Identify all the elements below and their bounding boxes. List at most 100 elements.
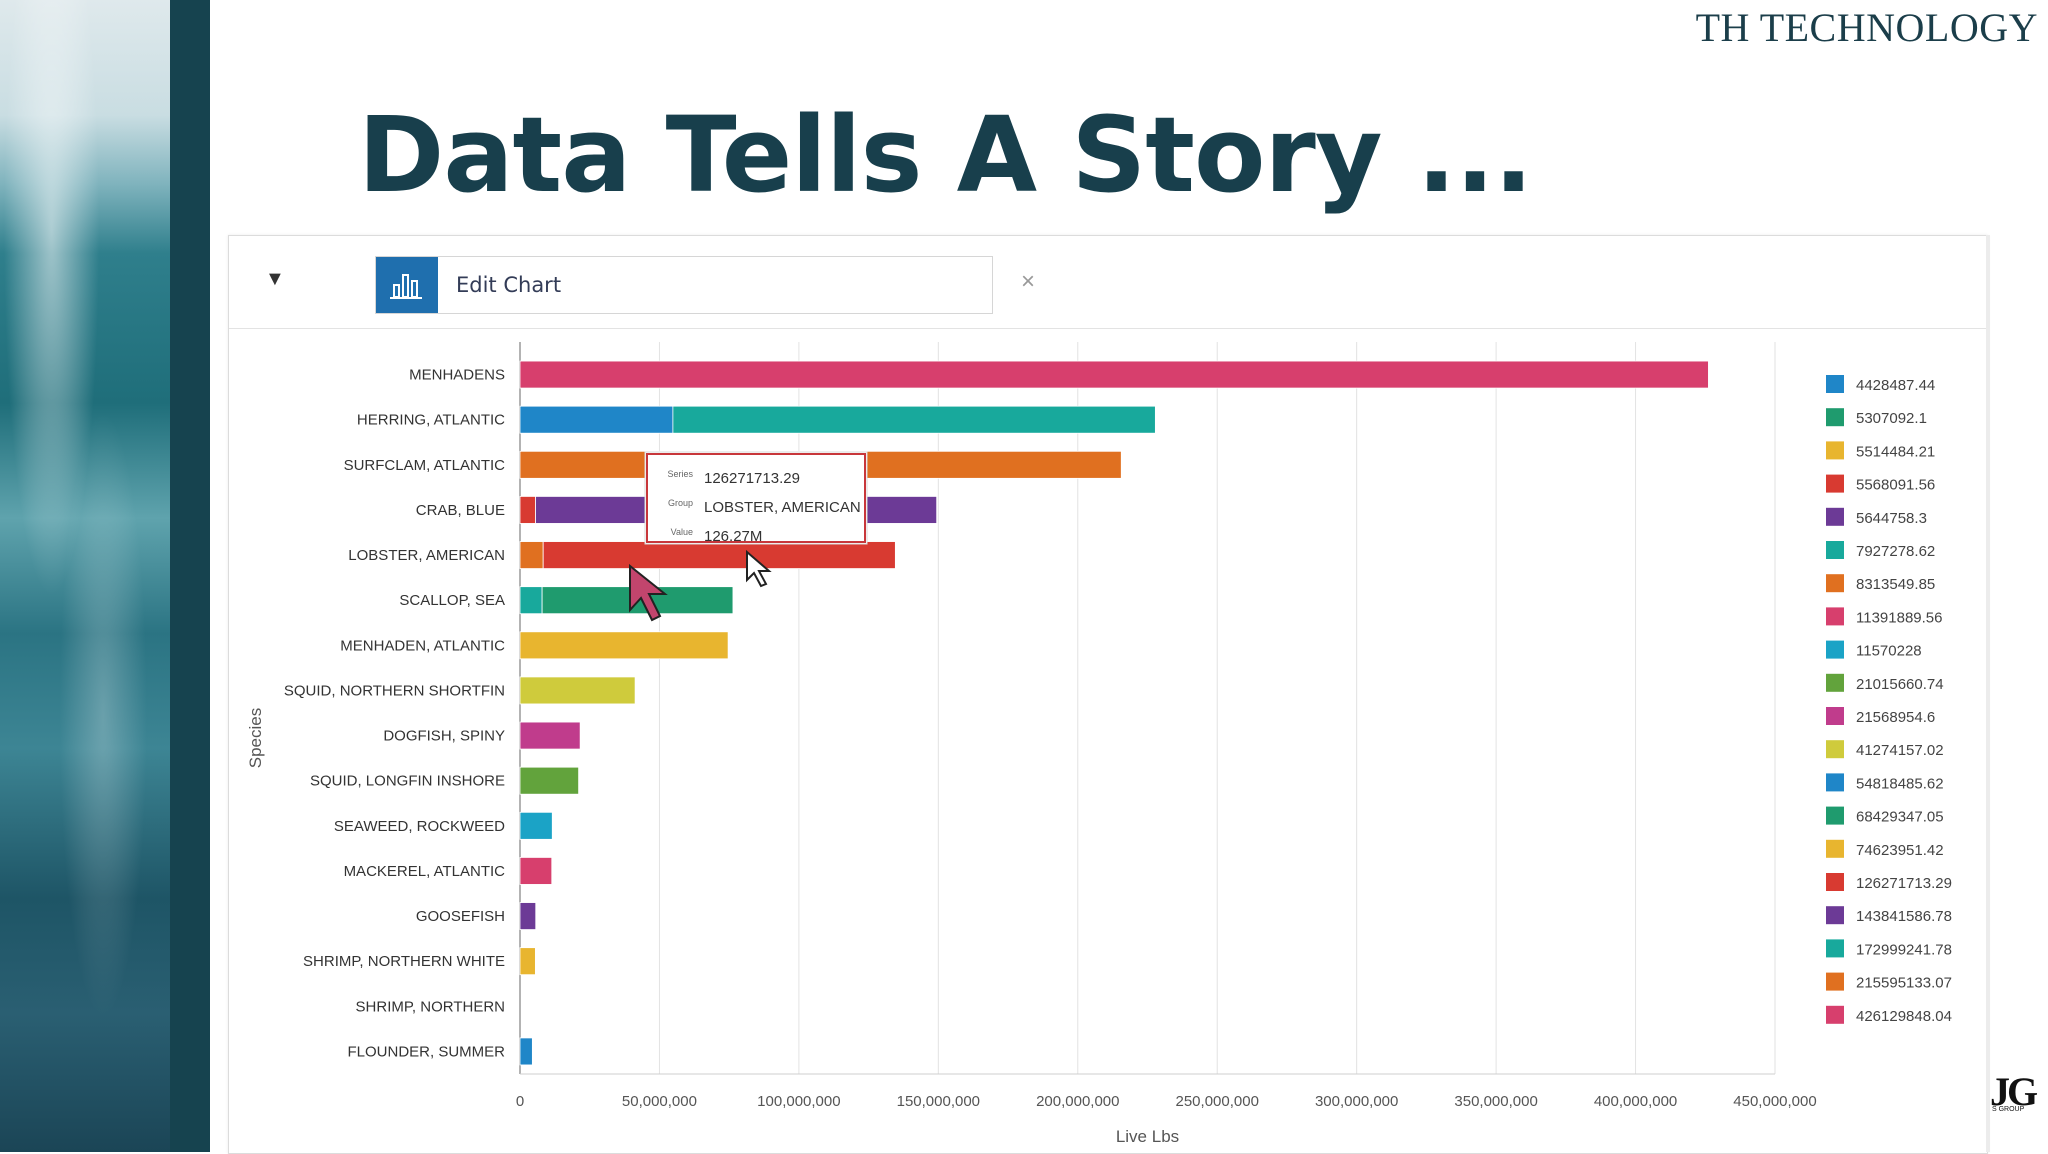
category-label: MENHADENS — [409, 367, 505, 384]
legend-swatch — [1826, 541, 1844, 559]
category-label: FLOUNDER, SUMMER — [347, 1043, 505, 1060]
legend-label: 11391889.56 — [1856, 609, 1942, 626]
bar-segment[interactable] — [519, 721, 581, 750]
legend-swatch — [1826, 873, 1844, 891]
pointer-cursor-icon — [746, 549, 772, 588]
accent-stripe — [170, 0, 210, 1152]
legend-swatch — [1826, 740, 1844, 759]
x-tick-label: 200,000,000 — [1036, 1093, 1119, 1110]
x-tick-label: 250,000,000 — [1176, 1093, 1259, 1110]
legend-label: 172999241.78 — [1856, 941, 1952, 958]
corner-logo-sub: S GROUP — [1992, 1106, 2025, 1113]
legend-swatch — [1826, 640, 1844, 659]
brand-logo: TH TECHNOLOGY — [1695, 5, 2038, 50]
corner-logo: JG — [1990, 1069, 2038, 1114]
bar-segment[interactable] — [519, 902, 537, 930]
legend-label: 11570228 — [1856, 643, 1922, 660]
chart-toolbar: ▼ Edit Chart × — [229, 236, 1987, 329]
legend-swatch — [1826, 839, 1844, 858]
legend-swatch — [1826, 574, 1844, 593]
tooltip-key: Value — [671, 527, 693, 537]
legend-label: 68429347.05 — [1856, 809, 1944, 826]
category-label: LOBSTER, AMERICAN — [348, 547, 505, 564]
bar-segment[interactable] — [519, 405, 674, 434]
category-label: CRAB, BLUE — [416, 502, 505, 519]
slide-title: Data Tells A Story ... — [358, 94, 1533, 216]
legend-label: 74623951.42 — [1856, 842, 1944, 859]
wave-background-image — [0, 0, 172, 1152]
legend-swatch — [1826, 972, 1844, 991]
x-tick-label: 150,000,000 — [897, 1093, 980, 1110]
category-label: SQUID, LONGFIN INSHORE — [310, 773, 505, 790]
x-tick-label: 100,000,000 — [757, 1093, 840, 1110]
legend-label: 5514484.21 — [1856, 443, 1935, 460]
panel-edge — [1986, 235, 1990, 1152]
dropdown-caret-icon[interactable]: ▼ — [265, 268, 285, 290]
bar-segment[interactable] — [519, 496, 536, 524]
close-icon[interactable]: × — [1021, 268, 1036, 295]
bar-segment[interactable] — [672, 405, 1156, 434]
tooltip-value: 126271713.29 — [704, 470, 800, 487]
legend-label: 5568091.56 — [1856, 477, 1935, 494]
category-label: DOGFISH, SPINY — [383, 728, 505, 745]
bar-segment[interactable] — [519, 1037, 533, 1066]
tooltip-border — [646, 453, 866, 543]
category-label: SEAWEED, ROCKWEED — [334, 818, 505, 835]
bar-chart: 0 50,000,000 100,000,000 150,000,000 200,000… — [246, 342, 1952, 1146]
x-tick-label: 0 — [516, 1093, 524, 1110]
edit-chart-button[interactable]: Edit Chart — [375, 256, 993, 314]
legend-label: 126271713.29 — [1856, 875, 1952, 892]
category-label: SURFCLAM, ATLANTIC — [344, 457, 506, 474]
legend-swatch — [1826, 673, 1844, 692]
x-axis-title: Live Lbs — [1116, 1127, 1179, 1146]
legend-swatch — [1826, 939, 1844, 958]
legend-swatch — [1826, 375, 1844, 393]
legend-label: 7927278.62 — [1856, 543, 1935, 560]
legend-label: 41274157.02 — [1856, 742, 1944, 759]
tooltip-key: Group — [668, 498, 693, 508]
bar-segment[interactable] — [519, 586, 543, 615]
bar-segment[interactable] — [519, 857, 553, 885]
legend-swatch — [1826, 806, 1844, 825]
x-tick-label: 300,000,000 — [1315, 1093, 1398, 1110]
tooltip-key: Series — [667, 469, 693, 479]
x-tick-label: 50,000,000 — [622, 1093, 697, 1110]
category-label: MACKEREL, ATLANTIC — [344, 863, 506, 880]
category-label: GOOSEFISH — [416, 908, 505, 925]
category-label: MENHADEN, ATLANTIC — [340, 637, 505, 654]
tooltip-value: 126.27M — [704, 528, 762, 545]
legend-label: 426129848.04 — [1856, 1008, 1952, 1025]
category-label: SQUID, NORTHERN SHORTFIN — [284, 682, 505, 699]
legend-swatch — [1826, 474, 1844, 493]
legend-swatch — [1826, 906, 1844, 925]
legend-label: 21568954.6 — [1856, 709, 1935, 726]
x-tick-label: 350,000,000 — [1454, 1093, 1537, 1110]
bar-segment[interactable] — [519, 766, 580, 795]
legend-swatch — [1826, 607, 1844, 626]
x-tick-label: 400,000,000 — [1594, 1093, 1677, 1110]
legend-swatch — [1826, 408, 1844, 427]
mouse-cursor-icon — [629, 563, 668, 622]
legend-label: 5644758.3 — [1856, 510, 1927, 527]
bar-chart-icon — [376, 257, 438, 313]
x-tick-label: 450,000,000 — [1733, 1093, 1816, 1110]
legend-swatch — [1826, 1005, 1844, 1024]
bar-segment[interactable] — [542, 541, 896, 569]
bar-segment[interactable] — [519, 811, 553, 840]
legend-swatch — [1826, 707, 1844, 725]
legend-swatch — [1826, 773, 1844, 792]
bar-segment[interactable] — [519, 676, 636, 705]
legend-label: 143841586.78 — [1856, 908, 1952, 925]
category-label: SHRIMP, NORTHERN — [356, 998, 505, 1015]
legend-label: 54818485.62 — [1856, 775, 1944, 792]
edit-chart-label: Edit Chart — [456, 273, 562, 297]
bar-segment[interactable] — [519, 360, 1709, 389]
bar-segment[interactable] — [519, 541, 544, 569]
bar-segment[interactable] — [519, 947, 536, 976]
legend-swatch — [1826, 507, 1844, 526]
legend-label: 21015660.74 — [1856, 676, 1944, 693]
bar-segment[interactable] — [519, 631, 729, 660]
legend-label: 4428487.44 — [1856, 377, 1935, 394]
legend-label: 5307092.1 — [1856, 410, 1927, 427]
tooltip-value: LOBSTER, AMERICAN — [704, 499, 861, 516]
